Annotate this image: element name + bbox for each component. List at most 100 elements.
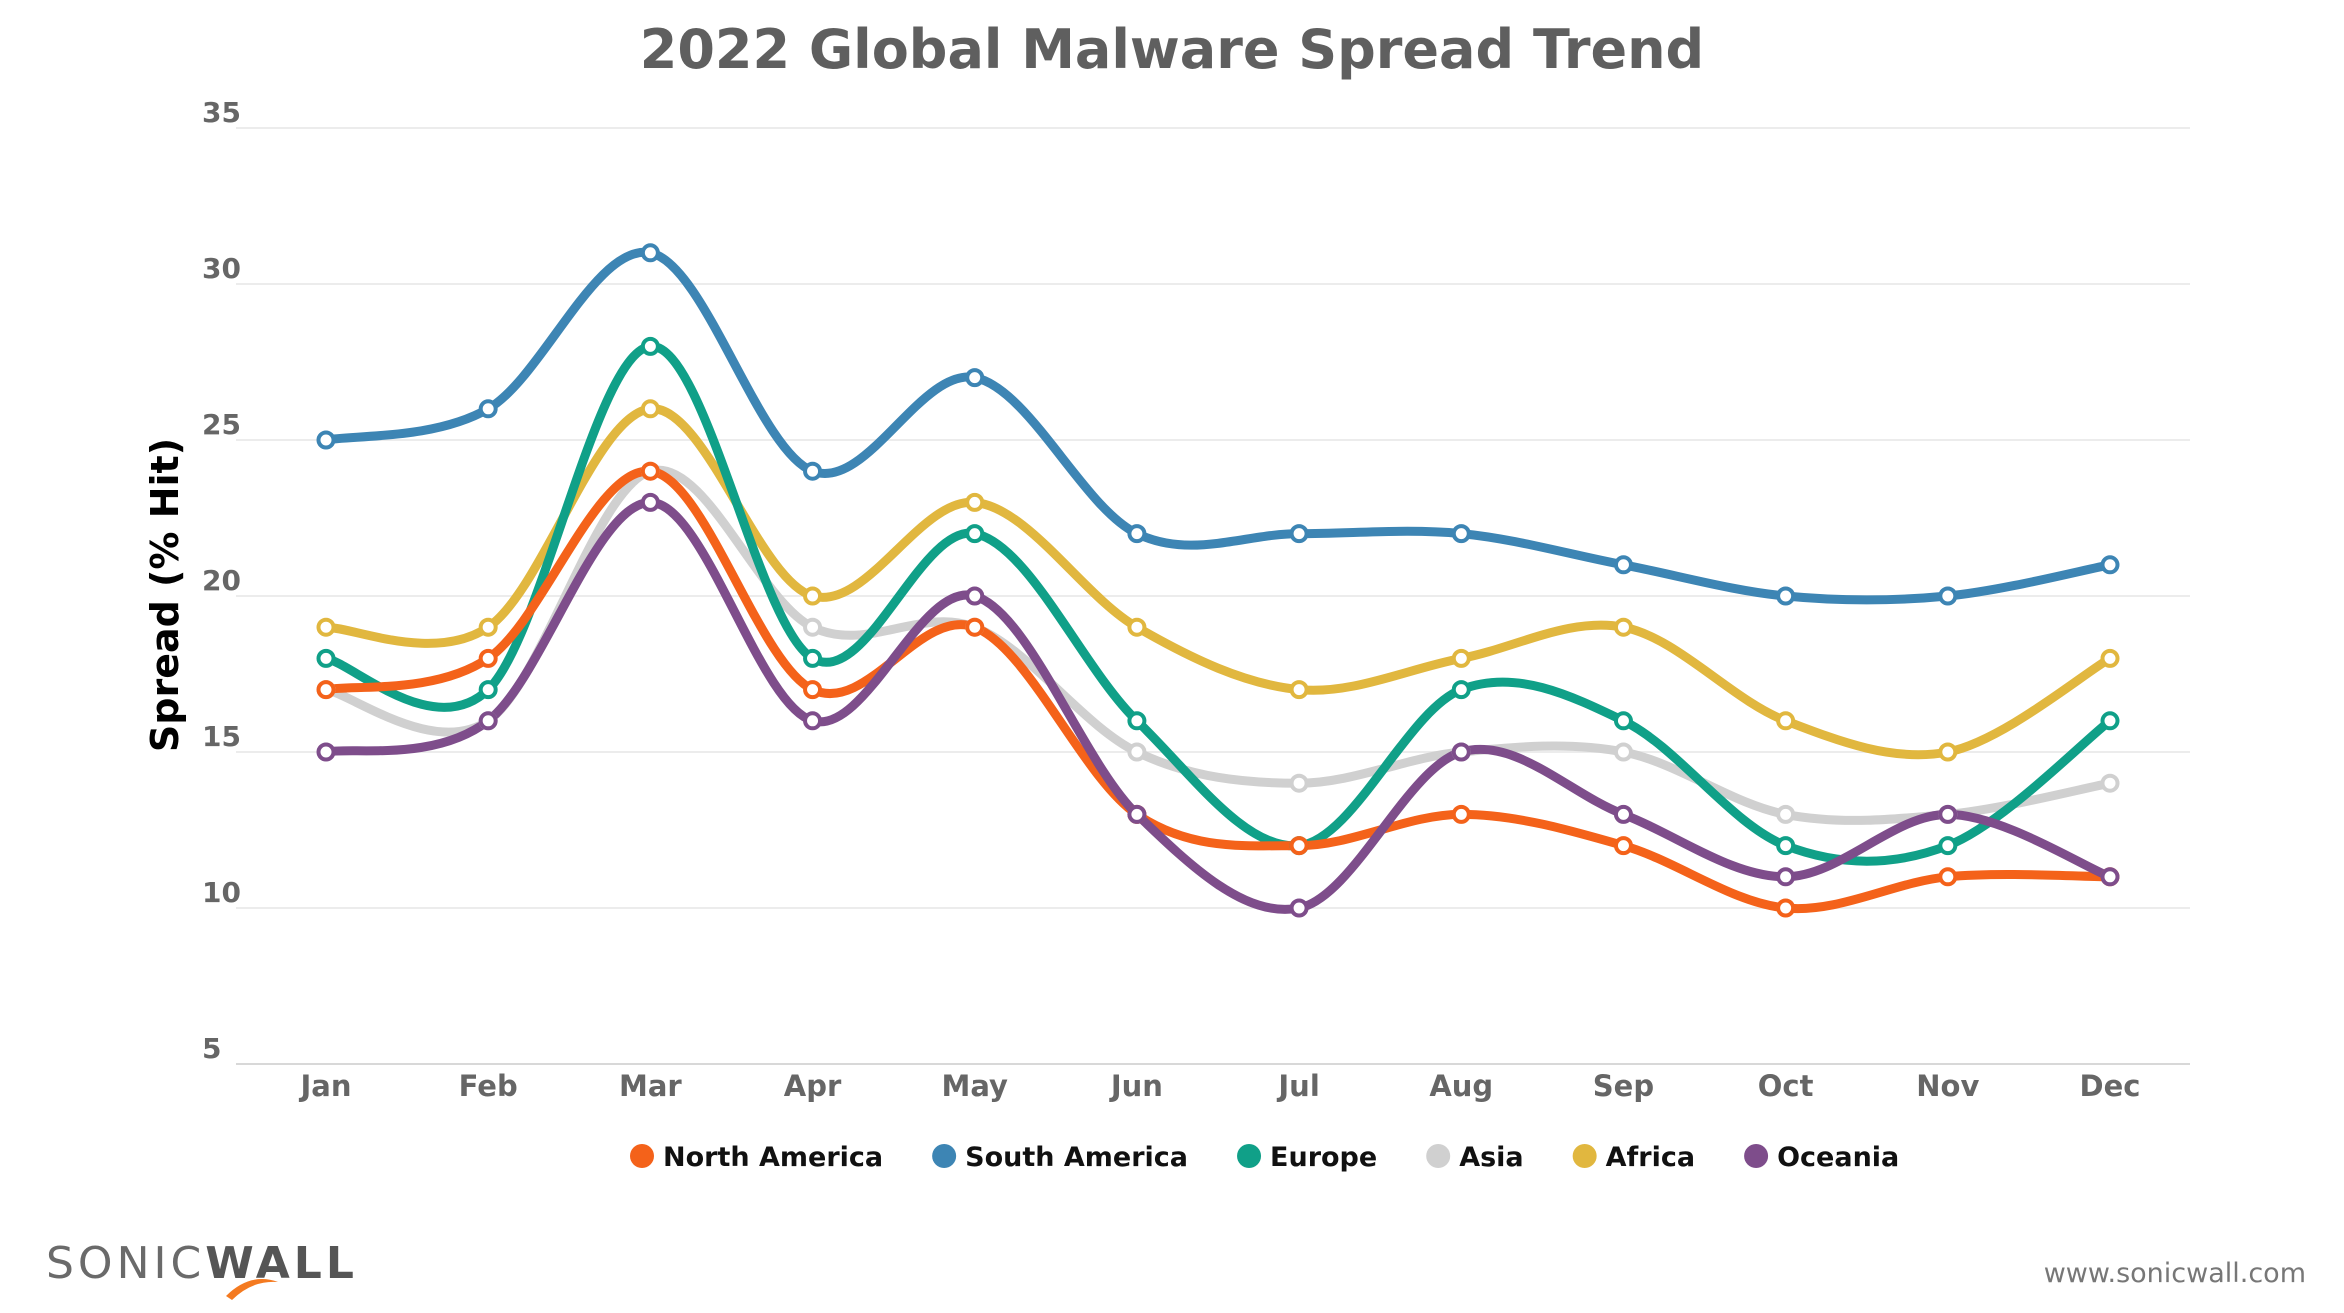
point-europe — [1451, 680, 1471, 700]
y-tick-label: 20 — [202, 564, 241, 597]
point-asia — [1289, 773, 1309, 793]
point-africa — [2100, 648, 2120, 668]
legend: North America South America Europe Asia Afri… — [630, 1142, 1899, 1173]
point-oceania — [965, 586, 985, 606]
point-oceania — [1776, 867, 1796, 887]
point-north-america — [1938, 867, 1958, 887]
point-oceania — [1451, 742, 1471, 762]
point-europe — [965, 524, 985, 544]
point-europe — [1938, 836, 1958, 856]
point-africa — [1938, 742, 1958, 762]
point-south-america — [1776, 586, 1796, 606]
legend-item-europe: Europe — [1237, 1142, 1377, 1173]
point-africa — [478, 617, 498, 637]
legend-swatch — [1237, 1144, 1262, 1168]
point-north-america — [1613, 836, 1633, 856]
x-tick-label: Jan — [298, 1069, 351, 1103]
legend-label: Oceania — [1777, 1142, 1899, 1173]
point-north-america — [1776, 898, 1796, 918]
legend-swatch — [630, 1144, 654, 1168]
point-north-america — [1289, 836, 1309, 856]
x-tick-label: Feb — [459, 1069, 518, 1103]
website-url: www.sonicwall.com — [2043, 1258, 2306, 1289]
legend-item-oceania: Oceania — [1744, 1142, 1899, 1173]
legend-label: Africa — [1606, 1142, 1695, 1173]
point-europe — [1127, 711, 1147, 731]
y-axis-label: Spread (% Hit) — [143, 438, 187, 752]
point-south-america — [803, 461, 823, 481]
legend-label: North America — [663, 1142, 883, 1173]
point-oceania — [803, 711, 823, 731]
series-line-asia — [321, 465, 2115, 825]
chart-title: 2022 Global Malware Spread Trend — [639, 18, 1705, 81]
point-africa — [316, 617, 336, 637]
legend-label: South America — [965, 1142, 1188, 1173]
legend-label: Asia — [1459, 1142, 1523, 1173]
logo-text-light: SONIC — [46, 1238, 206, 1289]
point-oceania — [640, 492, 660, 512]
legend-swatch — [1744, 1144, 1769, 1168]
x-tick-label: Aug — [1429, 1069, 1493, 1103]
series-lines — [321, 247, 2115, 914]
x-tick-label: Oct — [1758, 1069, 1814, 1103]
y-tick-label: 5 — [202, 1032, 221, 1065]
point-europe — [2100, 711, 2120, 731]
y-axis-ticks: 5 10 15 20 25 30 35 — [202, 96, 241, 1065]
y-tick-label: 15 — [202, 720, 241, 753]
point-asia — [803, 617, 823, 637]
point-europe — [478, 680, 498, 700]
point-south-america — [1938, 586, 1958, 606]
x-tick-label: Apr — [784, 1069, 842, 1103]
point-north-america — [478, 648, 498, 668]
logo-text-bold: WALL — [205, 1238, 358, 1289]
x-tick-label: Nov — [1916, 1069, 1979, 1103]
point-oceania — [1289, 898, 1309, 918]
point-north-america — [965, 617, 985, 637]
point-oceania — [1127, 804, 1147, 824]
point-south-america — [478, 399, 498, 419]
point-south-america — [1289, 524, 1309, 544]
point-north-america — [1451, 804, 1471, 824]
point-africa — [1776, 711, 1796, 731]
logo-swoosh-icon — [226, 1279, 278, 1300]
sonicwall-logo: SONICWALL — [46, 1238, 354, 1300]
point-asia — [1776, 804, 1796, 824]
point-oceania — [1938, 804, 1958, 824]
point-europe — [803, 648, 823, 668]
point-oceania — [316, 742, 336, 762]
point-africa — [640, 399, 660, 419]
point-south-america — [1451, 524, 1471, 544]
point-south-america — [1613, 555, 1633, 575]
legend-swatch — [1426, 1144, 1451, 1168]
legend-item-asia: Asia — [1426, 1142, 1524, 1173]
y-tick-label: 30 — [202, 252, 241, 285]
y-tick-label: 25 — [202, 408, 241, 441]
x-tick-label: Dec — [2080, 1069, 2141, 1103]
x-tick-label: Jul — [1276, 1069, 1319, 1103]
point-oceania — [478, 711, 498, 731]
point-africa — [965, 492, 985, 512]
point-south-america — [1127, 524, 1147, 544]
series-line-africa — [321, 404, 2115, 760]
legend-label: Europe — [1270, 1142, 1377, 1173]
point-south-america — [965, 368, 985, 388]
point-asia — [2100, 773, 2120, 793]
point-asia — [1127, 742, 1147, 762]
x-axis-ticks: Jan Feb Mar Apr May Jun Jul Aug Sep Oct Nov Dec — [298, 1069, 2140, 1103]
point-africa — [1451, 648, 1471, 668]
legend-item-north-america: North America — [630, 1142, 883, 1173]
point-oceania — [2100, 867, 2120, 887]
point-south-america — [2100, 555, 2120, 575]
x-tick-label: Mar — [619, 1069, 682, 1103]
point-oceania — [1613, 804, 1633, 824]
point-europe — [1776, 836, 1796, 856]
legend-swatch — [932, 1144, 957, 1168]
point-africa — [1127, 617, 1147, 637]
point-asia — [1613, 742, 1633, 762]
point-africa — [1289, 680, 1309, 700]
point-south-america — [316, 430, 336, 450]
point-north-america — [316, 680, 336, 700]
y-tick-label: 35 — [202, 96, 241, 129]
point-europe — [1613, 711, 1633, 731]
